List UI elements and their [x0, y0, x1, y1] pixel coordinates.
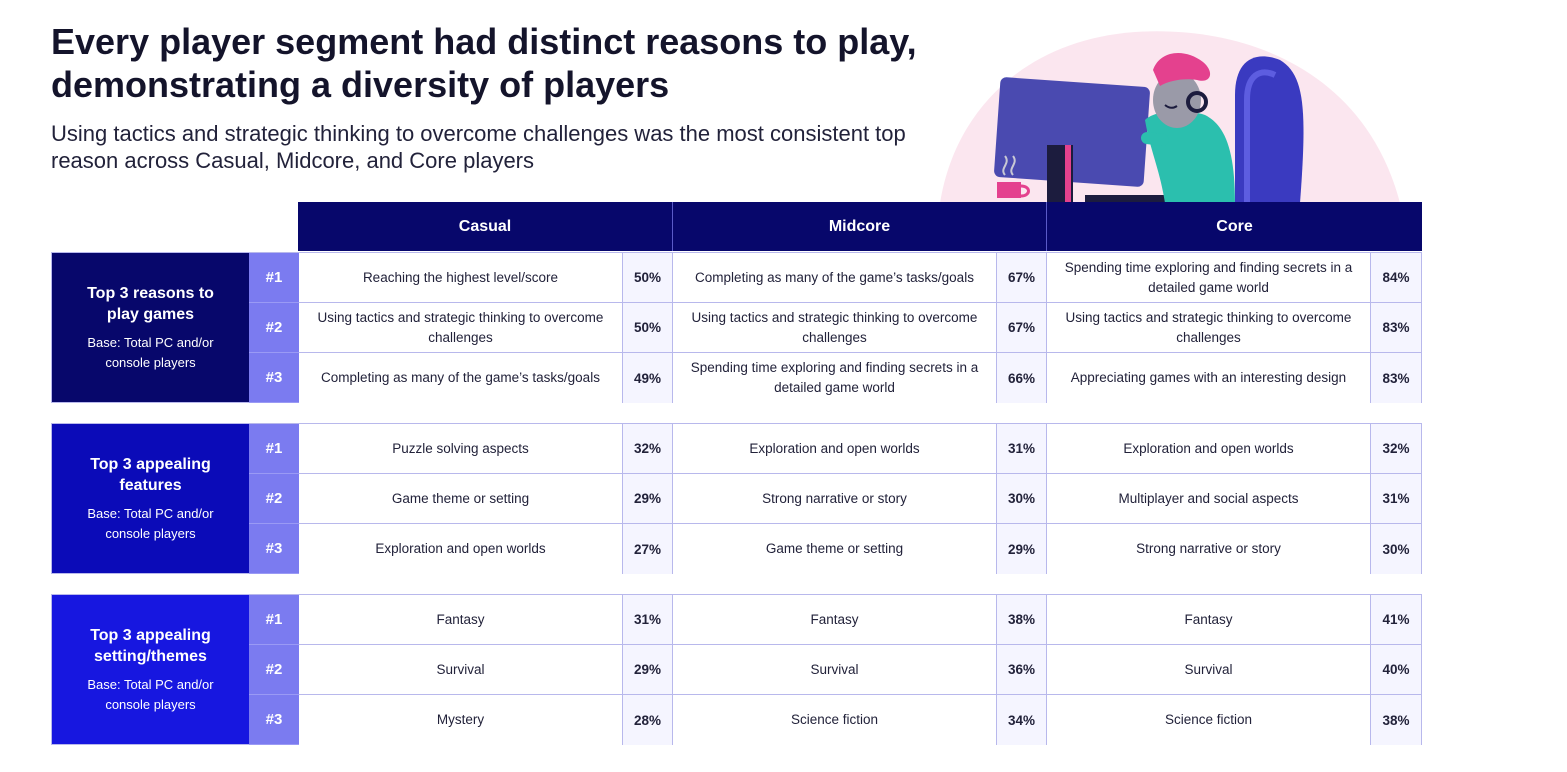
percent-cell: 50%: [623, 253, 673, 303]
percent-cell: 29%: [997, 524, 1047, 574]
table-cell: Reaching the highest level/score: [299, 253, 623, 303]
rank-badge: #2: [249, 474, 299, 524]
percent-cell: 27%: [623, 524, 673, 574]
rank-badge: #3: [249, 353, 299, 403]
percent-cell: 30%: [1371, 524, 1421, 574]
table-cell: Fantasy: [1047, 595, 1371, 645]
percent-cell: 38%: [1371, 695, 1421, 745]
block-base: Base: Total PC and/or console players: [87, 505, 214, 541]
percent-cell: 49%: [623, 353, 673, 403]
table-cell: Survival: [673, 645, 997, 695]
percent-cell: 30%: [997, 474, 1047, 524]
block-title: Top 3 appealing setting/themes: [90, 626, 211, 665]
column-header-core: Core: [1047, 202, 1422, 251]
table-cell: Fantasy: [299, 595, 623, 645]
table-cell: Strong narrative or story: [673, 474, 997, 524]
rank-badge: #1: [249, 424, 299, 474]
table-cell: Exploration and open worlds: [299, 524, 623, 574]
rank-badge: #3: [249, 695, 299, 745]
percent-cell: 31%: [997, 424, 1047, 474]
block-label-reasons: Top 3 reasons to play games Base: Total …: [52, 253, 249, 402]
rank-badge: #1: [249, 595, 299, 645]
percent-cell: 83%: [1371, 303, 1421, 353]
percent-cell: 36%: [997, 645, 1047, 695]
table-cell: Science fiction: [673, 695, 997, 745]
percent-cell: 28%: [623, 695, 673, 745]
percent-cell: 29%: [623, 474, 673, 524]
column-header-midcore: Midcore: [673, 202, 1047, 251]
block-base: Base: Total PC and/or console players: [87, 676, 214, 712]
percent-cell: 31%: [1371, 474, 1421, 524]
table-cell: Completing as many of the game’s tasks/g…: [673, 253, 997, 303]
table-cell: Using tactics and strategic thinking to …: [673, 303, 997, 353]
block-title: Top 3 reasons to play games: [87, 284, 214, 323]
table-cell: Strong narrative or story: [1047, 524, 1371, 574]
percent-cell: 66%: [997, 353, 1047, 403]
table-cell: Science fiction: [1047, 695, 1371, 745]
column-header-casual: Casual: [298, 202, 673, 251]
rank-badge: #2: [249, 645, 299, 695]
table-cell: Using tactics and strategic thinking to …: [1047, 303, 1371, 353]
page-title: Every player segment had distinct reason…: [51, 21, 917, 105]
rank-badge: #2: [249, 303, 299, 353]
table-cell: Exploration and open worlds: [1047, 424, 1371, 474]
table-cell: Game theme or setting: [299, 474, 623, 524]
rank-badge: #3: [249, 524, 299, 574]
percent-cell: 67%: [997, 303, 1047, 353]
table-cell: Appreciating games with an interesting d…: [1047, 353, 1371, 403]
block-label-themes: Top 3 appealing setting/themes Base: Tot…: [52, 595, 249, 744]
table-cell: Game theme or setting: [673, 524, 997, 574]
page-subtitle: Using tactics and strategic thinking to …: [51, 121, 906, 173]
block-base: Base: Total PC and/or console players: [87, 334, 214, 370]
table-cell: Puzzle solving aspects: [299, 424, 623, 474]
percent-cell: 83%: [1371, 353, 1421, 403]
percent-cell: 84%: [1371, 253, 1421, 303]
table-cell: Fantasy: [673, 595, 997, 645]
percent-cell: 29%: [623, 645, 673, 695]
percent-cell: 31%: [623, 595, 673, 645]
table-cell: Exploration and open worlds: [673, 424, 997, 474]
rank-badge: #1: [249, 253, 299, 303]
percent-cell: 50%: [623, 303, 673, 353]
block-title: Top 3 appealing features: [90, 455, 211, 494]
table-cell: Completing as many of the game’s tasks/g…: [299, 353, 623, 403]
table-cell: Using tactics and strategic thinking to …: [299, 303, 623, 353]
table-cell: Spending time exploring and finding secr…: [673, 353, 997, 403]
block-appealing-themes: Top 3 appealing setting/themes Base: Tot…: [51, 594, 1422, 745]
table-cell: Mystery: [299, 695, 623, 745]
block-label-features: Top 3 appealing features Base: Total PC …: [52, 424, 249, 573]
table-cell: Survival: [299, 645, 623, 695]
block-appealing-features: Top 3 appealing features Base: Total PC …: [51, 423, 1422, 574]
percent-cell: 40%: [1371, 645, 1421, 695]
percent-cell: 41%: [1371, 595, 1421, 645]
percent-cell: 38%: [997, 595, 1047, 645]
percent-cell: 32%: [623, 424, 673, 474]
gamer-illustration: [935, 20, 1415, 203]
table-cell: Multiplayer and social aspects: [1047, 474, 1371, 524]
percent-cell: 32%: [1371, 424, 1421, 474]
table-cell: Spending time exploring and finding secr…: [1047, 253, 1371, 303]
percent-cell: 34%: [997, 695, 1047, 745]
percent-cell: 67%: [997, 253, 1047, 303]
block-reasons-to-play: Top 3 reasons to play games Base: Total …: [51, 252, 1422, 403]
table-cell: Survival: [1047, 645, 1371, 695]
